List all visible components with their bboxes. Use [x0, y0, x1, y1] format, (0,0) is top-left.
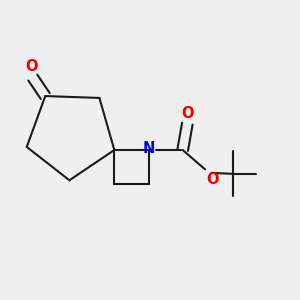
- Text: O: O: [181, 106, 194, 121]
- Text: O: O: [26, 59, 38, 74]
- Text: O: O: [206, 172, 219, 187]
- Text: N: N: [142, 141, 155, 156]
